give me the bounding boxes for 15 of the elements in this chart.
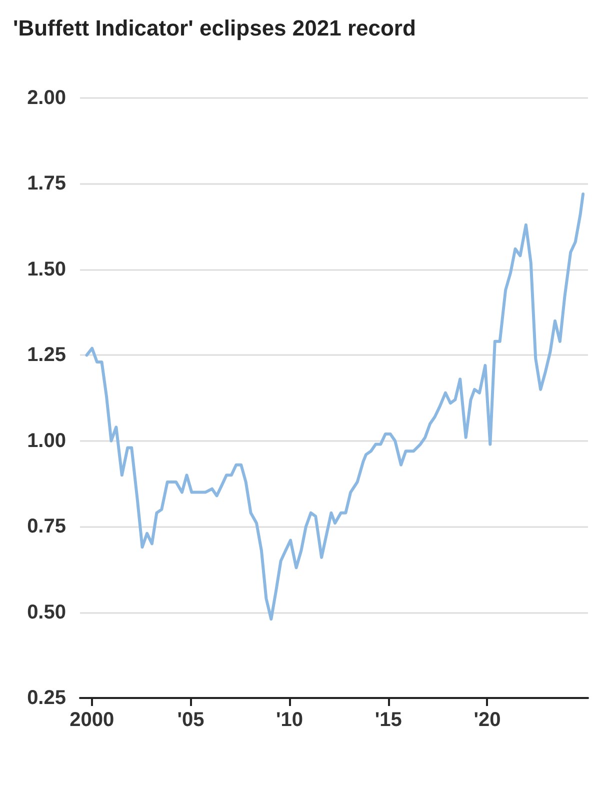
x-tick-label: 2000 bbox=[70, 709, 114, 731]
x-tick-label: '10 bbox=[276, 709, 304, 731]
line-series bbox=[85, 192, 585, 621]
y-tick-label: 0.50 bbox=[27, 601, 66, 624]
y-tick-label: 2.00 bbox=[27, 87, 66, 109]
y-tick-label: 1.50 bbox=[27, 258, 66, 280]
y-tick-label: 1.00 bbox=[27, 430, 66, 452]
y-tick-label: 1.75 bbox=[27, 172, 66, 195]
chart-title: 'Buffett Indicator' eclipses 2021 record bbox=[13, 16, 416, 40]
y-tick-label: 0.75 bbox=[27, 516, 66, 538]
x-tick-label: '05 bbox=[177, 709, 204, 731]
x-tick-label: '20 bbox=[474, 709, 501, 731]
y-tick-label: 1.25 bbox=[27, 344, 66, 366]
y-tick-label: 0.25 bbox=[27, 687, 66, 709]
x-tick-label: '15 bbox=[374, 709, 402, 731]
